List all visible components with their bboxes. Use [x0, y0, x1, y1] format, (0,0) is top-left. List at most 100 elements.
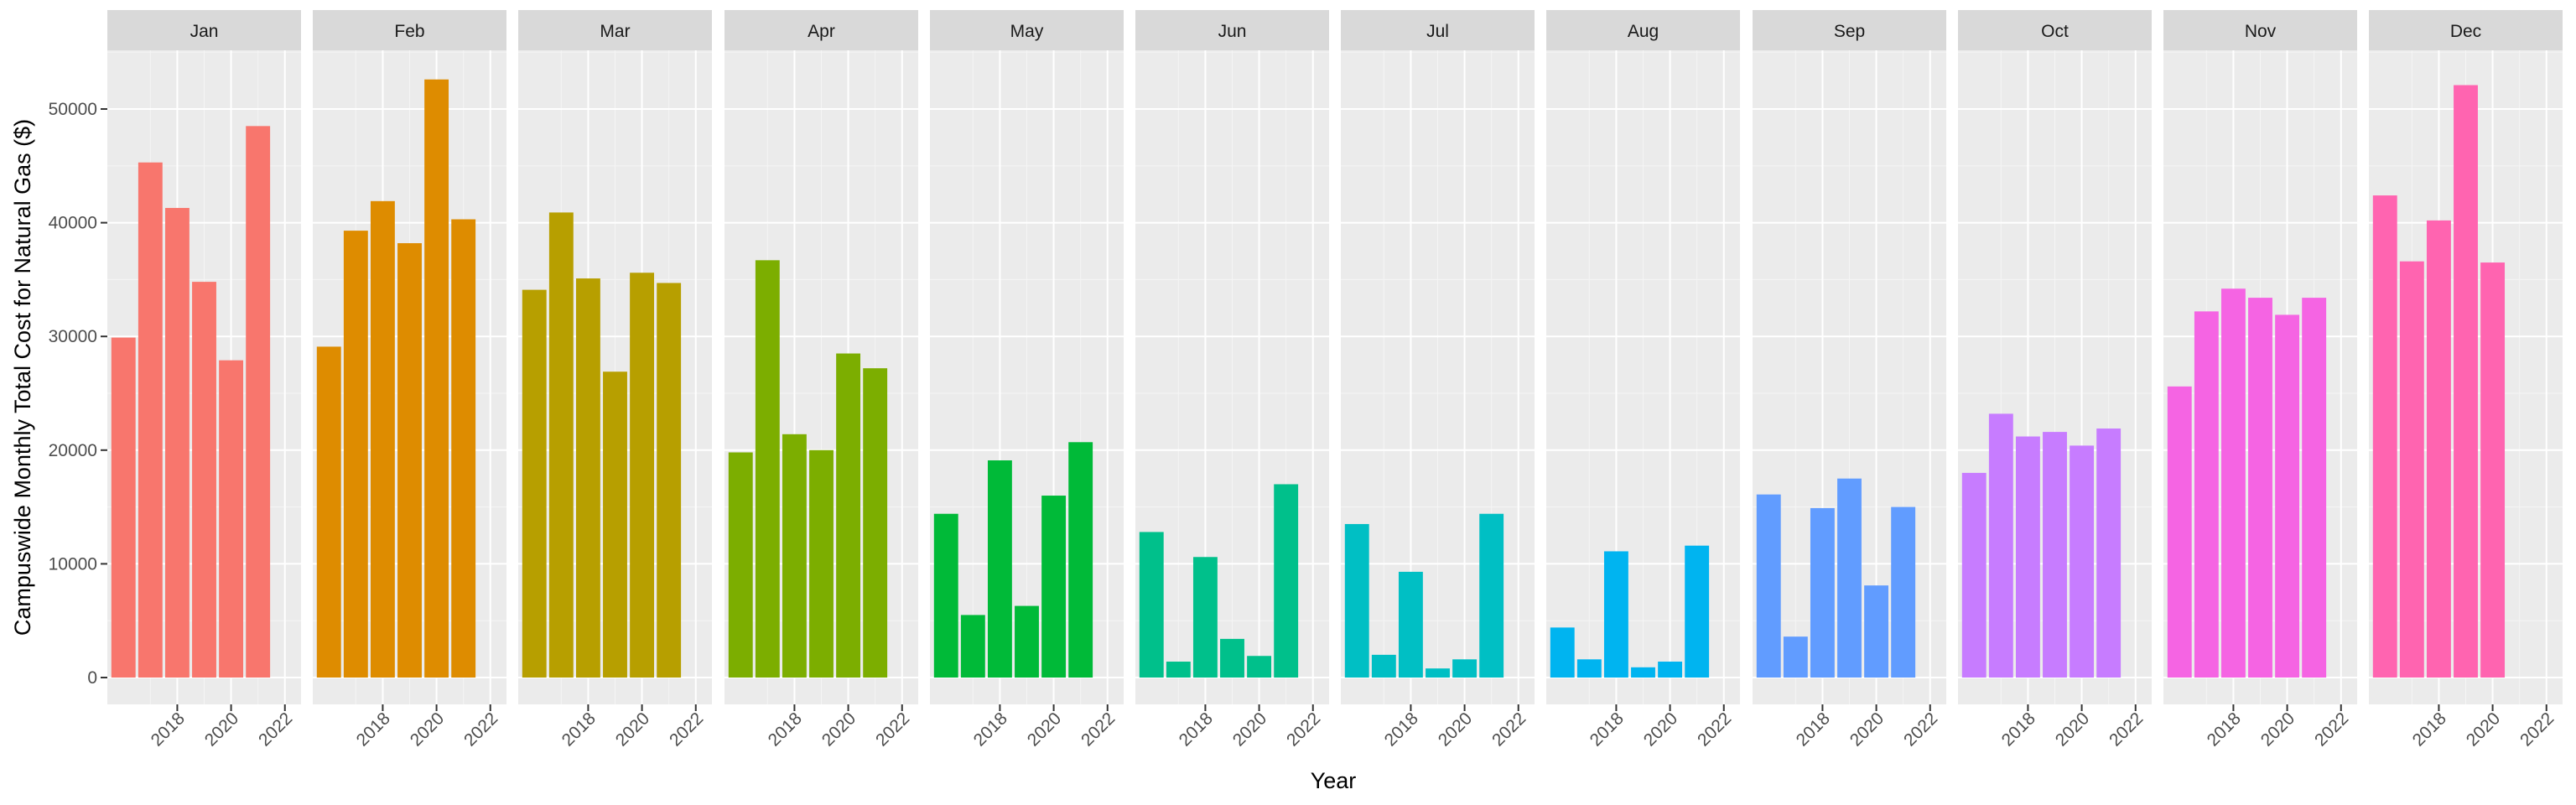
- y-axis-title-group: Campuswide Monthly Total Cost for Natura…: [10, 119, 35, 636]
- facet-strip-label: Feb: [394, 22, 424, 41]
- bar-feb-2018: [370, 200, 395, 678]
- facet-strip-label: Aug: [1628, 22, 1659, 41]
- bar-aug-2021: [1685, 545, 1710, 678]
- x-tick-label: 2020: [2257, 709, 2298, 750]
- y-axis-title: Campuswide Monthly Total Cost for Natura…: [10, 119, 35, 636]
- facet-strip-label: Dec: [2450, 22, 2481, 41]
- facet-panel-feb: Feb 2018 2020 2022: [313, 10, 506, 750]
- facet-panel-aug: Aug 2018 2020 2022: [1546, 10, 1740, 750]
- x-tick-label: 2020: [407, 709, 448, 750]
- facet-panel-mar: Mar 2018 2020 2022: [518, 10, 712, 750]
- bar-oct-2016: [1961, 472, 1987, 678]
- bar-nov-2021: [2302, 298, 2327, 678]
- x-tick-label: 2018: [2409, 709, 2450, 750]
- x-tick-label: 2018: [2204, 709, 2245, 750]
- x-tick-label: 2018: [1998, 709, 2039, 750]
- x-tick-label: 2020: [2052, 709, 2093, 750]
- bar-jan-2018: [164, 207, 190, 678]
- facet-strip: [1546, 10, 1740, 50]
- x-tick-label: 2020: [818, 709, 860, 750]
- bar-jul-2016: [1344, 523, 1369, 678]
- x-tick-label: 2022: [1488, 709, 1530, 750]
- facet-strip: [724, 10, 918, 50]
- facet-strip-label: Jul: [1426, 22, 1449, 41]
- facet-strip: [107, 10, 301, 50]
- x-tick-label: 2018: [1381, 709, 1422, 750]
- bar-mar-2016: [522, 289, 547, 678]
- y-tick-label: 40000: [49, 214, 97, 233]
- bar-feb-2020: [424, 79, 449, 678]
- x-tick-label: 2018: [765, 709, 806, 750]
- x-tick-label: 2022: [1694, 709, 1735, 750]
- bar-nov-2019: [2248, 298, 2272, 678]
- x-tick-label: 2022: [1283, 709, 1324, 750]
- bar-jan-2020: [219, 360, 244, 678]
- bar-jun-2018: [1192, 557, 1218, 678]
- facet-strip-label: May: [1010, 22, 1044, 41]
- bar-aug-2019: [1631, 667, 1655, 678]
- bar-sep-2021: [1891, 506, 1916, 678]
- bar-dec-2020: [2480, 262, 2506, 678]
- x-tick-label: 2018: [353, 709, 394, 750]
- bar-dec-2019: [2454, 85, 2478, 678]
- x-tick-label: 2020: [1640, 709, 1681, 750]
- facet-strip-label: Apr: [808, 22, 835, 41]
- bar-aug-2020: [1658, 662, 1683, 678]
- facet-strip: [1958, 10, 2152, 50]
- x-tick-label: 2020: [201, 709, 242, 750]
- bar-may-2016: [933, 513, 958, 678]
- y-axis-ticks: 0 10000 20000 30000 40000 50000: [49, 100, 107, 688]
- x-tick-label: 2022: [1078, 709, 1119, 750]
- bar-nov-2018: [2220, 288, 2246, 678]
- bar-may-2020: [1041, 496, 1067, 678]
- bar-feb-2019: [397, 243, 422, 678]
- facet-panel-nov: Nov 2018 2020 2022: [2163, 10, 2357, 750]
- y-tick-label: 30000: [49, 327, 97, 346]
- facet-strip: [1341, 10, 1535, 50]
- bar-oct-2017: [1988, 413, 2013, 678]
- x-tick-label: 2022: [2106, 709, 2147, 750]
- bar-feb-2016: [316, 346, 341, 678]
- facet-panel-oct: Oct 2018 2020 2022: [1958, 10, 2152, 750]
- bar-dec-2016: [2372, 195, 2397, 678]
- bar-jun-2019: [1220, 638, 1244, 678]
- x-tick-label: 2018: [558, 709, 600, 750]
- bar-apr-2021: [863, 368, 888, 678]
- bar-mar-2017: [548, 212, 574, 678]
- x-tick-label: 2018: [970, 709, 1011, 750]
- bar-feb-2021: [451, 219, 476, 678]
- facet-strip-label: Nov: [2245, 22, 2277, 41]
- facet-strip: [1135, 10, 1329, 50]
- y-tick-label: 0: [87, 668, 97, 688]
- bar-mar-2020: [630, 273, 655, 678]
- bar-jun-2016: [1139, 532, 1164, 678]
- bar-mar-2018: [575, 278, 600, 678]
- facet-panel-jul: Jul 2018 2020 2022: [1341, 10, 1535, 750]
- bar-jan-2021: [246, 126, 271, 678]
- bar-oct-2020: [2070, 445, 2095, 678]
- facet-strip-label: Mar: [600, 22, 630, 41]
- bar-jun-2017: [1166, 662, 1191, 678]
- bar-may-2018: [987, 460, 1012, 678]
- facet-strip-label: Jun: [1218, 22, 1247, 41]
- facet-panel-jun: Jun 2018 2020 2022: [1135, 10, 1329, 750]
- y-tick-label: 50000: [49, 100, 97, 119]
- bar-jan-2017: [138, 162, 163, 678]
- bar-sep-2018: [1810, 507, 1835, 678]
- bar-apr-2018: [782, 434, 807, 678]
- bar-jan-2019: [192, 282, 216, 678]
- x-tick-label: 2020: [2463, 709, 2504, 750]
- facet-panel-dec: Dec 2018 2020 2022: [2369, 10, 2563, 750]
- bar-apr-2017: [755, 260, 780, 678]
- bar-may-2021: [1068, 442, 1093, 678]
- bar-dec-2017: [2399, 261, 2424, 678]
- facet-panel-jan: Jan 2018 2020 2022: [107, 10, 301, 750]
- facet-strip: [518, 10, 712, 50]
- bar-feb-2017: [343, 231, 368, 678]
- x-axis-title: Year: [1311, 768, 1357, 793]
- bar-mar-2021: [657, 283, 682, 678]
- x-tick-label: 2020: [612, 709, 653, 750]
- bar-apr-2020: [836, 353, 861, 678]
- bar-oct-2018: [2015, 436, 2040, 678]
